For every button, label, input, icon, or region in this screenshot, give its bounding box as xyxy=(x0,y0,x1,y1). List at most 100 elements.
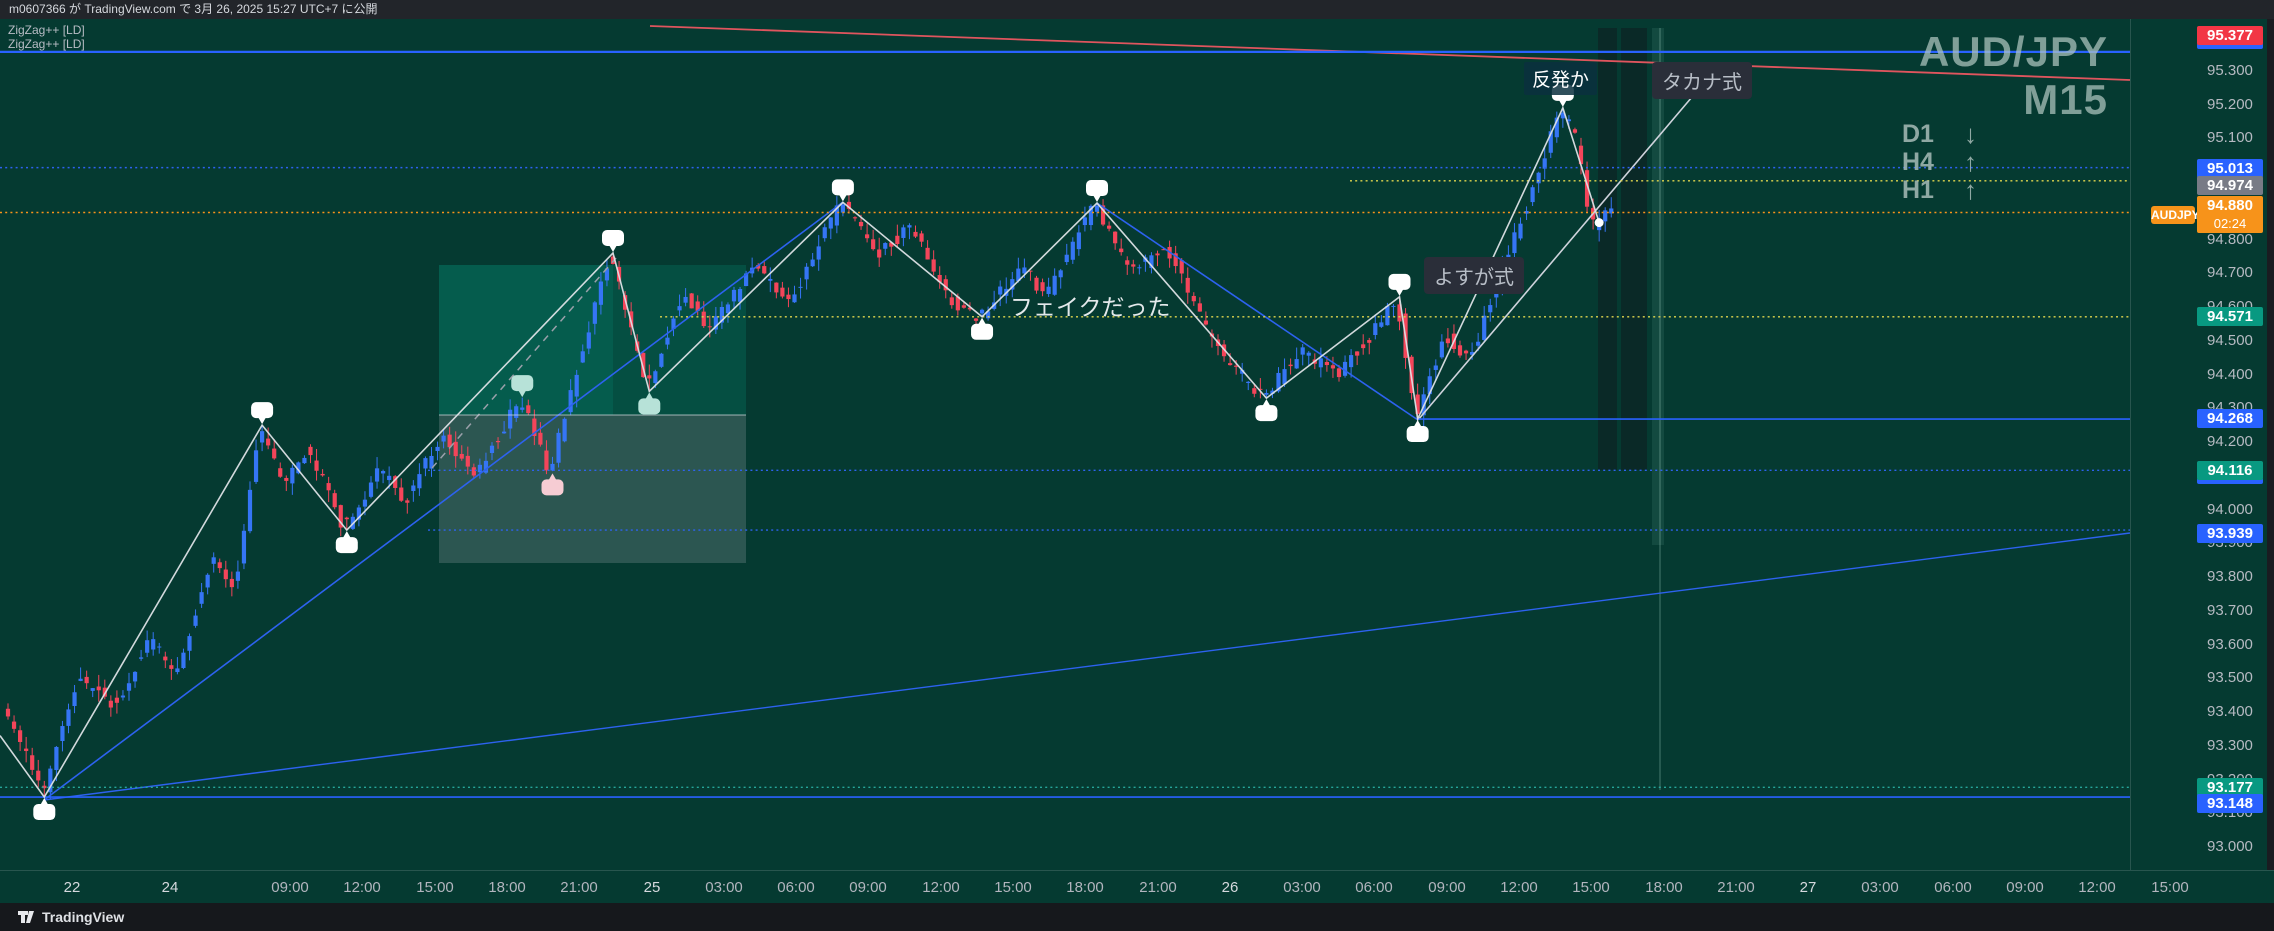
position-box-loss[interactable] xyxy=(439,415,746,563)
price-tick-label: 93.600 xyxy=(2207,635,2253,653)
zigzag-marker-mint[interactable] xyxy=(511,375,534,398)
candle-down xyxy=(393,475,398,496)
chart-area[interactable]: ZigZag++ [LD] ZigZag++ [LD] AUD/JPY M15 … xyxy=(0,0,2130,870)
drawing-boxes[interactable] xyxy=(439,265,746,563)
candle-down xyxy=(114,690,119,714)
indicator-legend[interactable]: ZigZag++ [LD] ZigZag++ [LD] xyxy=(8,23,85,51)
candle-down xyxy=(1040,278,1045,297)
zigzag-marker-white[interactable] xyxy=(971,317,994,340)
zigzag-last-point[interactable] xyxy=(1594,218,1604,228)
candle-up xyxy=(374,457,380,489)
zigzag-marker-white[interactable] xyxy=(335,531,358,554)
time-tick-label: 18:00 xyxy=(1645,879,1683,896)
candle-up xyxy=(126,672,132,701)
annotation-yosuga[interactable]: よすが式 xyxy=(1424,257,1524,294)
candle-up xyxy=(1482,306,1487,342)
tf-label: H4 xyxy=(1902,147,1934,176)
annotation-fake[interactable]: フェイクだった xyxy=(1010,294,1171,320)
trendline-blue-long-support[interactable] xyxy=(43,532,2130,801)
candle-up xyxy=(417,463,422,496)
time-tick-label: 12:00 xyxy=(2078,879,2116,896)
candle-down xyxy=(1457,340,1463,358)
candle-down xyxy=(332,489,337,510)
candle-up xyxy=(816,235,821,271)
price-badge: 95.377 xyxy=(2197,26,2263,45)
arrow-up-icon: ↑ xyxy=(1964,175,1977,205)
candle-up xyxy=(725,302,731,323)
time-tick-label: 22 xyxy=(63,879,81,896)
candle-up xyxy=(489,442,495,461)
candle-up xyxy=(792,285,797,303)
candle-down xyxy=(278,462,283,478)
chart-canvas[interactable] xyxy=(0,0,2130,870)
zigzag-marker-pink[interactable] xyxy=(541,473,564,496)
candle-up xyxy=(356,504,361,527)
candle-down xyxy=(786,287,791,308)
time-tick-label: 15:00 xyxy=(2151,879,2189,896)
price-axis[interactable]: 95.40095.30095.20095.10095.00094.90094.8… xyxy=(2130,0,2268,870)
candle-down xyxy=(1155,250,1160,267)
zigzag-markers[interactable] xyxy=(33,84,1604,821)
candle-down xyxy=(647,364,652,392)
candle-up xyxy=(429,447,434,477)
candle-down xyxy=(465,446,470,475)
price-badge: 94.116 xyxy=(2197,461,2263,480)
candle-down xyxy=(284,475,289,492)
legend-item-zigzag-2[interactable]: ZigZag++ [LD] xyxy=(8,37,85,51)
candle-up xyxy=(1094,203,1100,217)
zigzag-marker-white[interactable] xyxy=(1255,399,1278,422)
zigzag-marker-white[interactable] xyxy=(33,798,56,821)
candle-up xyxy=(659,352,664,368)
candle-up xyxy=(368,476,374,499)
zigzag-marker-mint[interactable] xyxy=(638,392,661,415)
trendline-white-projection[interactable] xyxy=(1417,96,1693,421)
symbol-price-tag: AUDJPY xyxy=(2151,206,2200,224)
candle-down xyxy=(1288,358,1293,375)
zigzag-marker-white[interactable] xyxy=(1086,180,1108,203)
candle-up xyxy=(1082,206,1087,232)
trendlines[interactable] xyxy=(43,25,2130,801)
annotation-hanpatsu[interactable]: 反発か xyxy=(1524,62,1598,95)
price-tick-label: 93.000 xyxy=(2207,838,2253,855)
zigzag-marker-white[interactable] xyxy=(1388,273,1411,296)
candle-down xyxy=(453,431,458,468)
trendline-red-descending[interactable] xyxy=(649,25,2130,81)
candle-down xyxy=(217,558,222,574)
candle-up xyxy=(60,720,65,752)
candle-up xyxy=(241,524,247,570)
candle-up xyxy=(992,290,997,311)
zigzag-marker-white[interactable] xyxy=(251,402,274,425)
candle-up xyxy=(744,270,749,287)
candle-up xyxy=(157,642,162,654)
time-tick-label: 18:00 xyxy=(488,879,526,896)
candle-down xyxy=(623,291,628,318)
tf-label: H1 xyxy=(1902,175,1934,204)
price-badge: 94.571 xyxy=(2197,307,2263,326)
tradingview-brand[interactable]: TradingView xyxy=(42,909,125,925)
tradingview-logo[interactable] xyxy=(16,907,36,927)
zigzag-marker-white[interactable] xyxy=(1406,420,1429,443)
candle-down xyxy=(1131,259,1136,274)
horizontal-levels[interactable] xyxy=(0,50,2130,798)
candle-up xyxy=(508,399,513,439)
zigzag-polyline[interactable] xyxy=(0,105,1600,799)
candle-up xyxy=(665,326,670,350)
zigzag-lines[interactable] xyxy=(0,105,1600,799)
time-axis[interactable]: 22 24 09:00 12:00 15:00 18:00 21:00 25 03:00 06:0… xyxy=(0,870,2274,904)
candle-down xyxy=(889,241,894,256)
zigzag-marker-white[interactable] xyxy=(602,230,624,252)
right-margin xyxy=(2267,19,2274,903)
vertical-band xyxy=(1621,28,1647,470)
zigzag-marker-white[interactable] xyxy=(831,179,854,202)
trendline-blue-descending[interactable] xyxy=(1096,202,1419,421)
candle-up xyxy=(145,630,150,658)
publish-text: m0607366 が TradingView.com で 3月 26, 2025… xyxy=(9,2,378,16)
candle-up xyxy=(151,632,156,656)
annotation-takana[interactable]: タカナ式 xyxy=(1652,62,1752,99)
candle-down xyxy=(919,230,924,247)
candle-up xyxy=(520,397,525,413)
candle-up xyxy=(1246,380,1251,391)
candle-up xyxy=(1046,277,1051,297)
legend-item-zigzag-1[interactable]: ZigZag++ [LD] xyxy=(8,23,85,37)
trendline-blue-support[interactable] xyxy=(43,201,844,801)
